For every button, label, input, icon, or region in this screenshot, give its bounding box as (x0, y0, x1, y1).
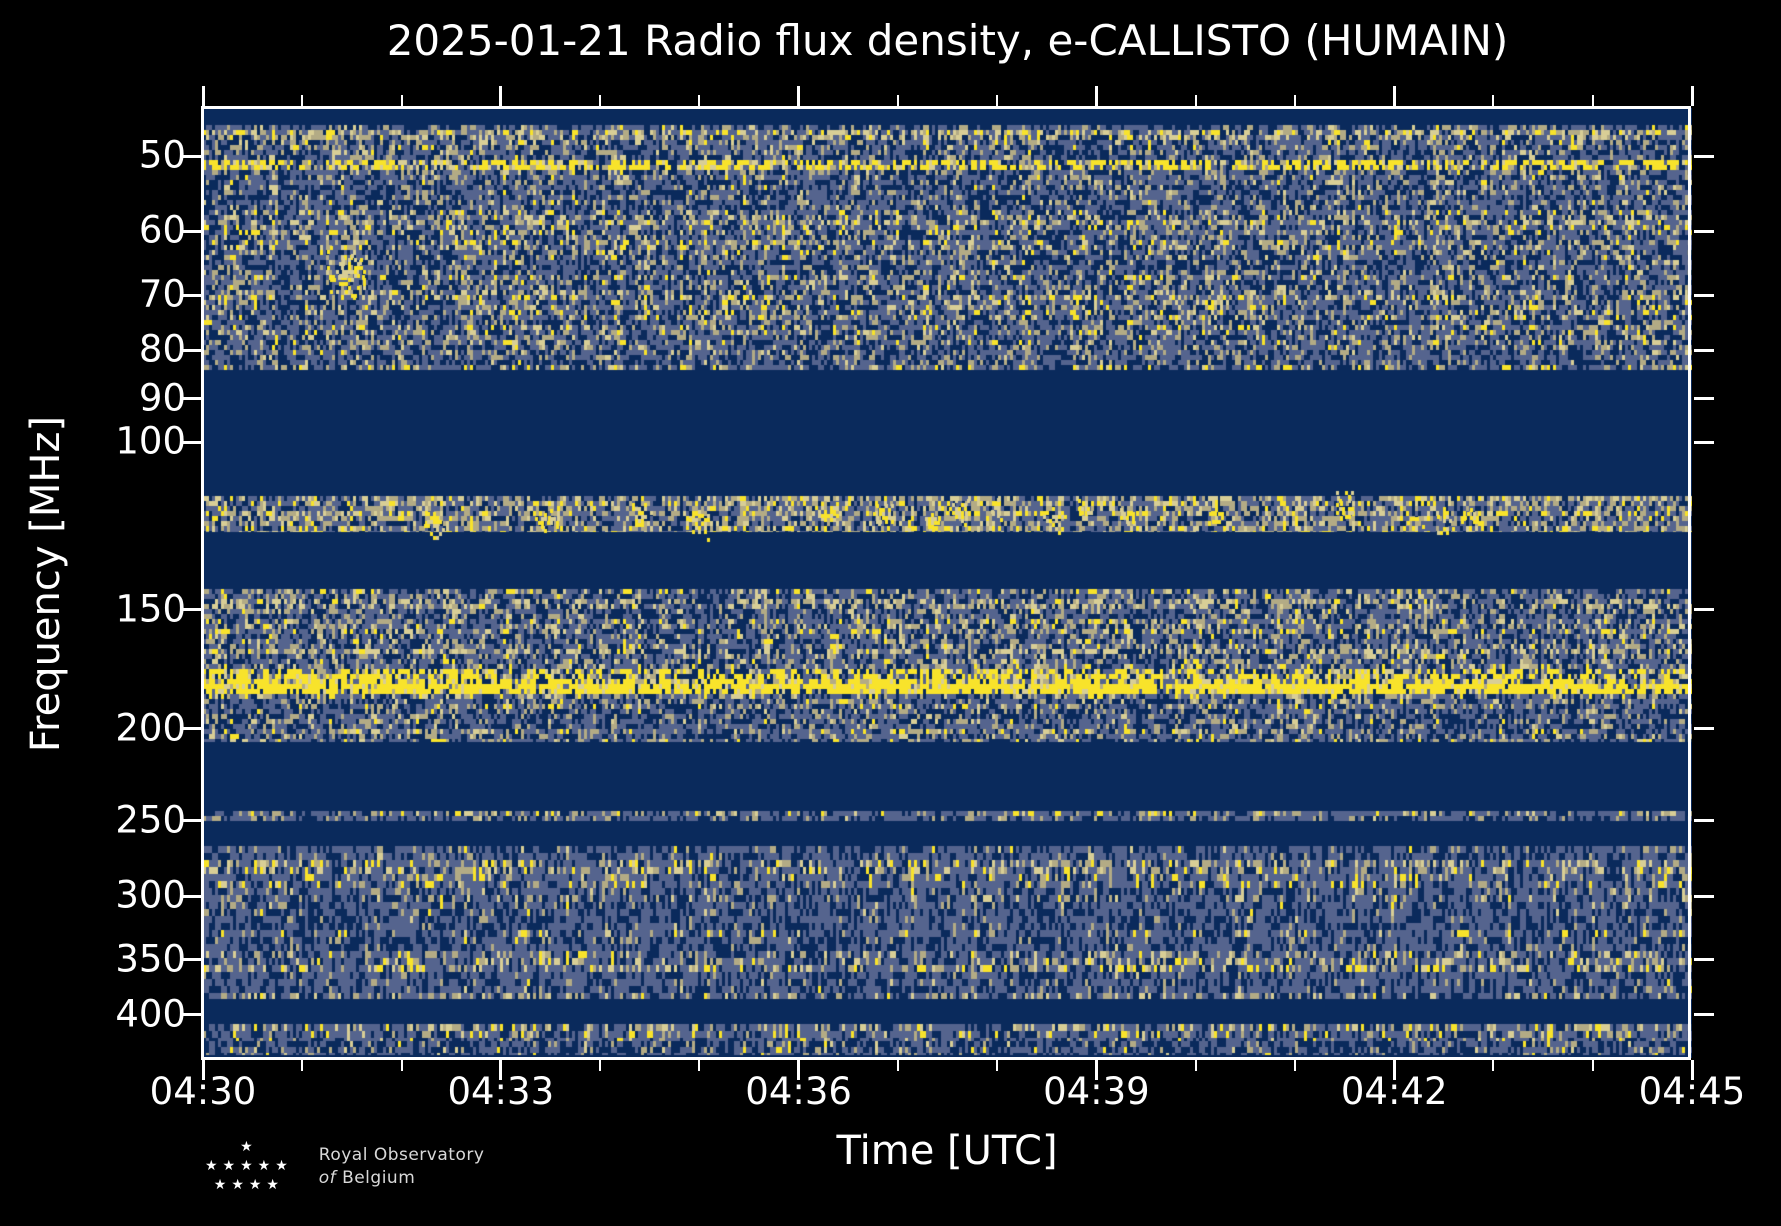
x-minor-tick (301, 1060, 304, 1071)
x-tick-label: 04:39 (1043, 1070, 1150, 1113)
y-major-tick (181, 154, 201, 158)
x-tick-label: 04:42 (1340, 1070, 1448, 1113)
x-major-tick-top (201, 86, 205, 106)
x-minor-tick (698, 1060, 701, 1071)
y-major-tick-right (1694, 819, 1714, 823)
logo-text-belgium: Belgium (342, 1167, 416, 1188)
x-minor-tick (400, 1060, 403, 1071)
y-tick-label: 60 (138, 209, 186, 253)
y-major-tick-right (1694, 894, 1714, 898)
x-minor-tick-top (599, 95, 602, 106)
y-tick-label: 90 (138, 376, 186, 420)
y-major-tick (181, 397, 201, 401)
x-major-tick (1690, 1060, 1694, 1080)
y-major-tick-right (1694, 1013, 1714, 1017)
y-major-tick-right (1694, 348, 1714, 352)
y-tick-label: 200 (115, 706, 186, 750)
y-tick-label: 50 (138, 133, 186, 177)
y-major-tick (181, 819, 201, 823)
x-minor-tick (1293, 1060, 1296, 1071)
x-tick-label: 04:33 (447, 1070, 555, 1113)
x-minor-tick (1194, 1060, 1197, 1071)
x-major-tick-top (499, 86, 503, 106)
x-minor-tick-top (1492, 95, 1495, 106)
y-tick-label: 400 (115, 992, 186, 1036)
spectrogram-heatmap (203, 108, 1692, 1058)
y-major-tick-right (1694, 293, 1714, 297)
y-major-tick (181, 608, 201, 612)
x-minor-tick-top (400, 95, 403, 106)
y-tick-label: 250 (115, 798, 186, 842)
y-major-tick (181, 440, 201, 444)
x-axis-label: Time [UTC] (836, 1128, 1058, 1174)
x-tick-label: 04:45 (1638, 1070, 1746, 1113)
x-minor-tick (1591, 1060, 1594, 1071)
y-major-tick-right (1694, 440, 1714, 444)
x-minor-tick-top (996, 95, 999, 106)
x-major-tick-top (1094, 86, 1098, 106)
rob-logo-text: Royal Observatory of Belgium (319, 1144, 485, 1190)
x-major-tick-top (1690, 86, 1694, 106)
y-major-tick (181, 229, 201, 233)
y-major-tick-right (1694, 727, 1714, 731)
chart-title: 2025-01-21 Radio flux density, e-CALLIST… (386, 16, 1509, 65)
x-minor-tick (1492, 1060, 1495, 1071)
x-minor-tick-top (698, 95, 701, 106)
rob-logo: ★ ★★★★★ ★★★★ Royal Observatory of Belgiu… (200, 1138, 484, 1195)
y-tick-label: 150 (115, 587, 186, 631)
y-major-tick (181, 293, 201, 297)
y-major-tick-right (1694, 229, 1714, 233)
y-major-tick (181, 727, 201, 731)
y-major-tick (181, 348, 201, 352)
x-minor-tick (996, 1060, 999, 1071)
y-major-tick-right (1694, 608, 1714, 612)
y-axis-label: Frequency [MHz] (23, 415, 69, 753)
y-tick-label: 70 (138, 272, 186, 316)
x-minor-tick-top (1591, 95, 1594, 106)
y-tick-label: 350 (115, 937, 186, 981)
logo-text-line2: of Belgium (319, 1167, 485, 1190)
star-row-1: ★ (240, 1139, 258, 1155)
x-major-tick (499, 1060, 503, 1080)
x-major-tick (1392, 1060, 1396, 1080)
x-minor-tick-top (301, 95, 304, 106)
y-major-tick (181, 894, 201, 898)
x-minor-tick (896, 1060, 899, 1071)
x-minor-tick-top (1293, 95, 1296, 106)
x-minor-tick-top (1194, 95, 1197, 106)
x-major-tick (1094, 1060, 1098, 1080)
x-tick-label: 04:30 (149, 1070, 257, 1113)
logo-text-line1: Royal Observatory (318, 1144, 485, 1165)
y-major-tick (181, 1013, 201, 1017)
x-minor-tick (599, 1060, 602, 1071)
y-tick-label: 100 (115, 420, 186, 464)
rob-logo-stars-icon: ★ ★★★★★ ★★★★ (200, 1138, 293, 1195)
y-major-tick-right (1694, 154, 1714, 158)
x-tick-label: 04:36 (745, 1070, 852, 1113)
x-major-tick-top (1392, 86, 1396, 106)
y-tick-label: 300 (115, 873, 186, 917)
x-minor-tick-top (896, 95, 899, 106)
star-row-2: ★★★★★ (205, 1158, 293, 1174)
y-tick-label: 80 (138, 327, 186, 371)
x-major-tick (797, 1060, 801, 1080)
y-major-tick-right (1694, 397, 1714, 401)
y-major-tick (181, 958, 201, 962)
logo-text-of: of (318, 1167, 337, 1188)
x-major-tick-top (797, 86, 801, 106)
star-row-3: ★★★★ (213, 1177, 284, 1193)
y-major-tick-right (1694, 958, 1714, 962)
x-major-tick (201, 1060, 205, 1080)
